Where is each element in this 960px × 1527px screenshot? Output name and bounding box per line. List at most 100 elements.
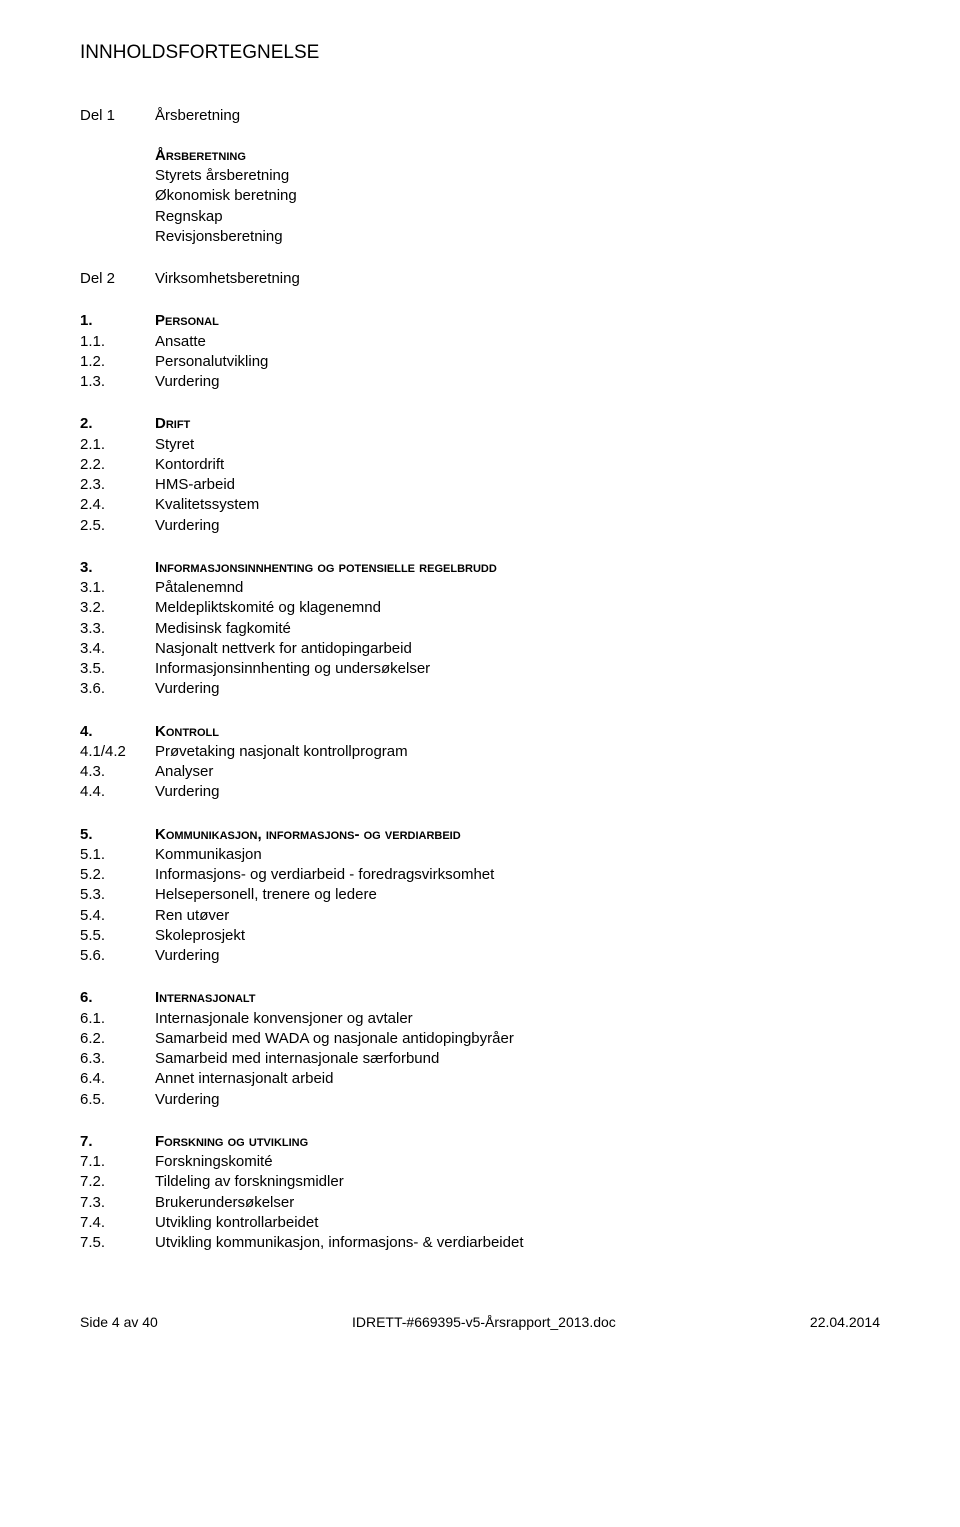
toc-row: 2.1.Styret — [80, 435, 880, 455]
section-heading-row: 3.Informasjonsinnhenting og potensielle … — [80, 558, 880, 578]
toc-item-number: 6.3. — [80, 1049, 155, 1069]
toc-row: 5.4.Ren utøver — [80, 906, 880, 926]
toc-row: 6.2.Samarbeid med WADA og nasjonale anti… — [80, 1029, 880, 1049]
section-title: Kontroll — [155, 722, 880, 742]
section-block: 3.Informasjonsinnhenting og potensielle … — [80, 558, 880, 700]
toc-item-text: Personalutvikling — [155, 352, 880, 372]
section-number: 6. — [80, 988, 155, 1008]
part2-label: Del 2 — [80, 269, 155, 289]
toc-row: 5.1.Kommunikasjon — [80, 845, 880, 865]
toc-item-text: Samarbeid med WADA og nasjonale antidopi… — [155, 1029, 880, 1049]
toc-row: 2.2.Kontordrift — [80, 455, 880, 475]
toc-item-number: 6.5. — [80, 1090, 155, 1110]
section-block: 5.Kommunikasjon, informasjons- og verdia… — [80, 825, 880, 967]
toc-row: 7.3.Brukerundersøkelser — [80, 1193, 880, 1213]
toc-row: 4.1/4.2Prøvetaking nasjonalt kontrollpro… — [80, 742, 880, 762]
toc-item-text: Samarbeid med internasjonale særforbund — [155, 1049, 880, 1069]
section-number: 7. — [80, 1132, 155, 1152]
section-heading-row: 6.Internasjonalt — [80, 988, 880, 1008]
section-block: 7.Forskning og utvikling7.1.Forskningsko… — [80, 1132, 880, 1254]
toc-item-number: 3.3. — [80, 619, 155, 639]
section-title: Personal — [155, 311, 880, 331]
toc-item-text: Utvikling kontrollarbeidet — [155, 1213, 880, 1233]
toc-item-text: HMS-arbeid — [155, 475, 880, 495]
toc-item-number: 3.6. — [80, 679, 155, 699]
toc-item-number: 1.3. — [80, 372, 155, 392]
toc-item-text: Meldepliktskomité og klagenemnd — [155, 598, 880, 618]
toc-row: 6.3.Samarbeid med internasjonale særforb… — [80, 1049, 880, 1069]
toc-item-text: Brukerundersøkelser — [155, 1193, 880, 1213]
toc-row: 1.2.Personalutvikling — [80, 352, 880, 372]
toc-item-number: 2.5. — [80, 516, 155, 536]
section-number: 4. — [80, 722, 155, 742]
toc-item-text: Vurdering — [155, 946, 880, 966]
page-footer: Side 4 av 40 IDRETT-#669395-v5-Årsrappor… — [80, 1313, 880, 1332]
toc-item-number: 5.4. — [80, 906, 155, 926]
toc-item-number: 1.1. — [80, 332, 155, 352]
ars-item: Regnskap — [155, 207, 880, 227]
toc-row: 5.2.Informasjons- og verdiarbeid - fored… — [80, 865, 880, 885]
toc-item-number: 7.4. — [80, 1213, 155, 1233]
toc-row: 1.3.Vurdering — [80, 372, 880, 392]
toc-row: 2.5.Vurdering — [80, 516, 880, 536]
part1-title: Årsberetning — [155, 106, 240, 126]
toc-row: 4.3.Analyser — [80, 762, 880, 782]
footer-left: Side 4 av 40 — [80, 1313, 158, 1332]
toc-item-text: Vurdering — [155, 372, 880, 392]
section-title: Kommunikasjon, informasjons- og verdiarb… — [155, 825, 880, 845]
page-title: INNHOLDSFORTEGNELSE — [80, 40, 880, 66]
toc-row: 7.5.Utvikling kommunikasjon, informasjon… — [80, 1233, 880, 1253]
toc-row: 6.1.Internasjonale konvensjoner og avtal… — [80, 1009, 880, 1029]
ars-item: Økonomisk beretning — [155, 186, 880, 206]
toc-item-text: Prøvetaking nasjonalt kontrollprogram — [155, 742, 880, 762]
toc-item-number: 6.1. — [80, 1009, 155, 1029]
toc-item-number: 2.4. — [80, 495, 155, 515]
toc-item-number: 5.1. — [80, 845, 155, 865]
toc-row: 2.3.HMS-arbeid — [80, 475, 880, 495]
toc-row: 2.4.Kvalitetssystem — [80, 495, 880, 515]
section-title: Drift — [155, 414, 880, 434]
toc-item-number: 5.5. — [80, 926, 155, 946]
section-number: 2. — [80, 414, 155, 434]
toc-row: 7.1.Forskningskomité — [80, 1152, 880, 1172]
section-number: 1. — [80, 311, 155, 331]
toc-item-number: 7.3. — [80, 1193, 155, 1213]
ars-item: Revisjonsberetning — [155, 227, 880, 247]
section-heading-row: 4.Kontroll — [80, 722, 880, 742]
toc-row: 3.4.Nasjonalt nettverk for antidopingarb… — [80, 639, 880, 659]
toc-item-number: 1.2. — [80, 352, 155, 372]
toc-item-number: 4.3. — [80, 762, 155, 782]
toc-row: 5.5.Skoleprosjekt — [80, 926, 880, 946]
toc-row: 6.4.Annet internasjonalt arbeid — [80, 1069, 880, 1089]
toc-item-number: 4.1/4.2 — [80, 742, 155, 762]
part2-row: Del 2 Virksomhetsberetning — [80, 269, 880, 289]
toc-item-number: 7.1. — [80, 1152, 155, 1172]
section-block: 4.Kontroll4.1/4.2Prøvetaking nasjonalt k… — [80, 722, 880, 803]
arsberetning-heading: Årsberetning — [155, 146, 880, 166]
section-heading-row: 1.Personal — [80, 311, 880, 331]
section-number: 3. — [80, 558, 155, 578]
toc-row: 3.6.Vurdering — [80, 679, 880, 699]
toc-item-text: Vurdering — [155, 516, 880, 536]
section-title: Forskning og utvikling — [155, 1132, 880, 1152]
toc-row: 5.6.Vurdering — [80, 946, 880, 966]
toc-item-number: 6.4. — [80, 1069, 155, 1089]
toc-item-number: 7.2. — [80, 1172, 155, 1192]
toc-item-number: 2.1. — [80, 435, 155, 455]
toc-item-number: 3.5. — [80, 659, 155, 679]
part2-title: Virksomhetsberetning — [155, 269, 300, 289]
toc-item-text: Informasjons- og verdiarbeid - foredrags… — [155, 865, 880, 885]
toc-item-text: Analyser — [155, 762, 880, 782]
toc-item-text: Tildeling av forskningsmidler — [155, 1172, 880, 1192]
toc-item-text: Forskningskomité — [155, 1152, 880, 1172]
toc-item-number: 5.3. — [80, 885, 155, 905]
toc-item-text: Helsepersonell, trenere og ledere — [155, 885, 880, 905]
arsberetning-block: Årsberetning Styrets årsberetning Økonom… — [80, 146, 880, 247]
toc-row: 7.4.Utvikling kontrollarbeidet — [80, 1213, 880, 1233]
part1-label: Del 1 — [80, 106, 155, 126]
toc-item-text: Påtalenemnd — [155, 578, 880, 598]
toc-item-number: 3.2. — [80, 598, 155, 618]
section-block: 6.Internasjonalt6.1.Internasjonale konve… — [80, 988, 880, 1110]
toc-row: 3.1.Påtalenemnd — [80, 578, 880, 598]
footer-center: IDRETT-#669395-v5-Årsrapport_2013.doc — [352, 1313, 616, 1332]
